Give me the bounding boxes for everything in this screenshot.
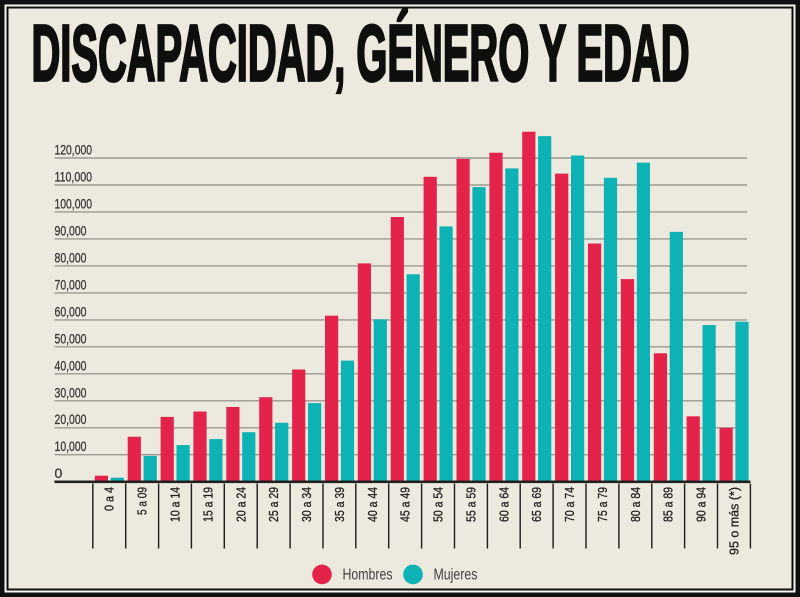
svg-text:90 a 94: 90 a 94 — [694, 487, 709, 522]
svg-text:100,000: 100,000 — [55, 195, 93, 211]
svg-text:110,000: 110,000 — [55, 169, 93, 185]
svg-text:40,000: 40,000 — [55, 357, 87, 373]
svg-text:60,000: 60,000 — [55, 303, 87, 319]
svg-text:30,000: 30,000 — [55, 384, 87, 400]
svg-text:35 a 39: 35 a 39 — [332, 487, 347, 522]
svg-text:50,000: 50,000 — [55, 330, 87, 346]
svg-text:5 a 09: 5 a 09 — [135, 487, 150, 515]
svg-text:120,000: 120,000 — [55, 142, 93, 158]
svg-text:0 a 4: 0 a 4 — [102, 487, 117, 511]
svg-text:10,000: 10,000 — [55, 438, 87, 454]
svg-text:Mujeres: Mujeres — [434, 567, 478, 584]
svg-text:10 a 14: 10 a 14 — [168, 487, 183, 522]
svg-text:95 o más (*): 95 o más (*) — [727, 487, 742, 555]
svg-text:20,000: 20,000 — [55, 411, 87, 427]
svg-text:70 a 74: 70 a 74 — [562, 487, 577, 522]
svg-text:40 a 44: 40 a 44 — [365, 487, 380, 522]
svg-text:90,000: 90,000 — [55, 222, 87, 238]
svg-text:50 a 54: 50 a 54 — [431, 487, 446, 522]
svg-text:80 a 84: 80 a 84 — [628, 487, 643, 522]
svg-text:30 a 34: 30 a 34 — [299, 487, 314, 522]
svg-text:Hombres: Hombres — [343, 567, 393, 584]
svg-text:0: 0 — [55, 465, 63, 481]
svg-text:55 a 59: 55 a 59 — [463, 487, 478, 522]
svg-text:25 a 29: 25 a 29 — [266, 487, 281, 522]
svg-text:15 a 19: 15 a 19 — [200, 487, 215, 522]
svg-text:20 a 24: 20 a 24 — [233, 487, 248, 522]
svg-text:60 a 64: 60 a 64 — [496, 487, 511, 522]
svg-text:75 a 79: 75 a 79 — [595, 487, 610, 522]
svg-text:80,000: 80,000 — [55, 249, 87, 265]
svg-text:85 a 89: 85 a 89 — [661, 487, 676, 522]
svg-text:45 a 49: 45 a 49 — [398, 487, 413, 522]
svg-text:65 a 69: 65 a 69 — [529, 487, 544, 522]
svg-text:DISCAPACIDAD, GÉNERO Y EDAD: DISCAPACIDAD, GÉNERO Y EDAD — [32, 9, 690, 98]
svg-text:70,000: 70,000 — [55, 276, 87, 292]
